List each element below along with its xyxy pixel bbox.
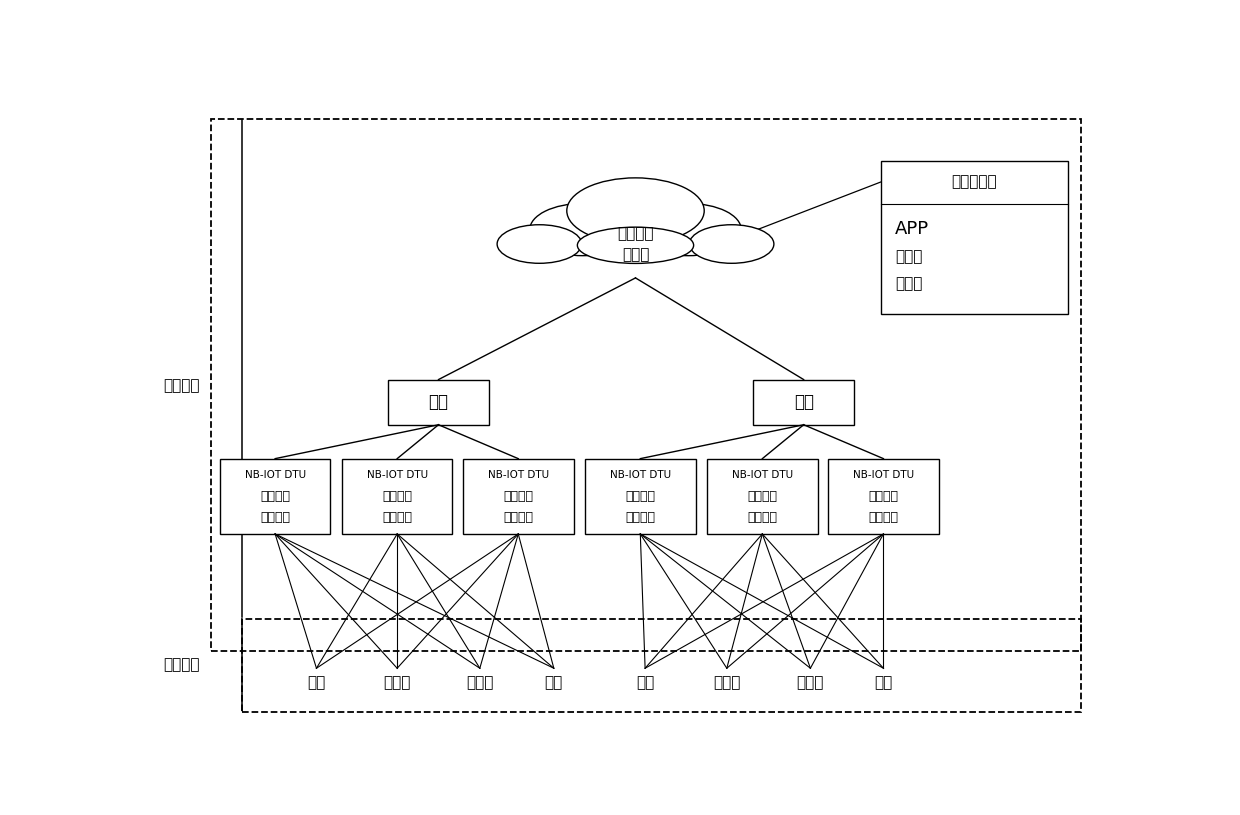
Text: NB-IOT DTU: NB-IOT DTU <box>853 470 914 480</box>
Text: 钥匙: 钥匙 <box>544 675 563 690</box>
Text: 智能地锁: 智能地锁 <box>260 490 290 503</box>
Text: 地磁感应: 地磁感应 <box>382 511 412 524</box>
Text: 地磁感应: 地磁感应 <box>503 511 533 524</box>
Text: 感应器: 感应器 <box>713 675 740 690</box>
Text: 钥匙: 钥匙 <box>874 675 893 690</box>
Text: 地磁感应: 地磁感应 <box>260 511 290 524</box>
Text: 地磁感应: 地磁感应 <box>868 511 899 524</box>
Text: 智能地锁: 智能地锁 <box>748 490 777 503</box>
Text: 公众号: 公众号 <box>895 249 923 264</box>
Text: 感应器: 感应器 <box>383 675 410 690</box>
Bar <box>585 459 696 534</box>
Bar <box>219 459 330 534</box>
Text: 蓝牙: 蓝牙 <box>636 675 655 690</box>
Text: 遥控器: 遥控器 <box>797 675 825 690</box>
Text: 云平台: 云平台 <box>621 247 650 262</box>
Text: 地磁感应: 地磁感应 <box>625 511 655 524</box>
Text: NB-IOT DTU: NB-IOT DTU <box>367 470 428 480</box>
Text: 移动端程序: 移动端程序 <box>951 174 997 190</box>
Bar <box>828 459 939 534</box>
Text: 远程控制: 远程控制 <box>164 377 200 393</box>
Bar <box>880 161 1068 315</box>
Text: 地磁感应: 地磁感应 <box>748 511 777 524</box>
Text: NB-IOT DTU: NB-IOT DTU <box>610 470 671 480</box>
Bar <box>388 380 489 425</box>
Text: 遥控器: 遥控器 <box>466 675 494 690</box>
Bar <box>463 459 574 534</box>
Text: NB-IOT DTU: NB-IOT DTU <box>244 470 306 480</box>
Text: 蓝牙: 蓝牙 <box>308 675 326 690</box>
Bar <box>753 380 854 425</box>
Bar <box>342 459 453 534</box>
Text: 基站: 基站 <box>429 393 449 411</box>
Text: 停车管理: 停车管理 <box>618 227 653 241</box>
Text: 小程序: 小程序 <box>895 276 923 291</box>
Text: APP: APP <box>895 219 929 237</box>
Text: NB-IOT DTU: NB-IOT DTU <box>487 470 549 480</box>
Bar <box>243 619 1081 711</box>
Text: 智能地锁: 智能地锁 <box>625 490 655 503</box>
Text: 智能地锁: 智能地锁 <box>503 490 533 503</box>
Text: 基站: 基站 <box>794 393 813 411</box>
Text: 智能地锁: 智能地锁 <box>382 490 412 503</box>
Text: NB-IOT DTU: NB-IOT DTU <box>732 470 792 480</box>
Text: 智能地锁: 智能地锁 <box>868 490 899 503</box>
Bar <box>707 459 817 534</box>
Text: 离线控制: 离线控制 <box>164 658 200 672</box>
Bar <box>211 119 1081 651</box>
